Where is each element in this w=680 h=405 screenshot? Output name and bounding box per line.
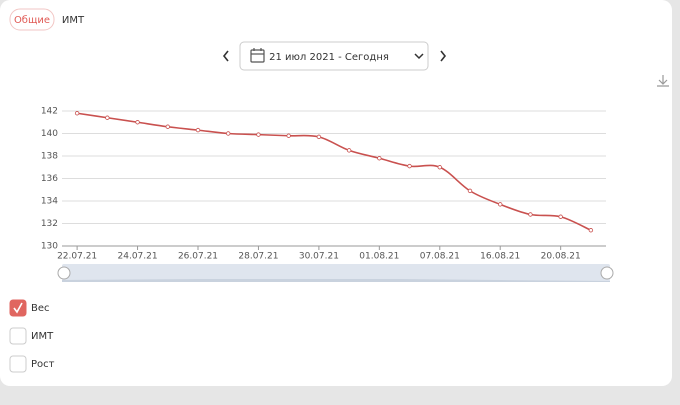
checkmark xyxy=(13,302,23,314)
point xyxy=(135,120,140,125)
point xyxy=(467,188,473,194)
point xyxy=(256,132,261,137)
checkbox-label[interactable]: ИМТ xyxy=(31,331,54,342)
point xyxy=(498,202,503,207)
x-tick-label: 22.07.21 xyxy=(57,252,97,262)
y-tick-label: 134 xyxy=(41,197,58,207)
next-arrow[interactable] xyxy=(440,50,447,62)
checkbox-label[interactable]: Рост xyxy=(31,359,55,370)
point xyxy=(105,115,110,120)
x-tick-label: 24.07.21 xyxy=(118,252,158,262)
point xyxy=(377,156,382,161)
point xyxy=(437,165,442,170)
y-tick-label: 132 xyxy=(41,219,58,229)
download-icon[interactable] xyxy=(657,75,669,87)
date-range[interactable]: 21 июл 2021 - Сегодня xyxy=(269,52,389,63)
zoom-handle[interactable] xyxy=(600,266,614,280)
toggles: Вес ИМТ Рост xyxy=(9,299,55,373)
checkbox[interactable] xyxy=(9,355,27,373)
checkbox[interactable] xyxy=(9,299,27,317)
calendar-icon xyxy=(250,48,265,63)
point xyxy=(226,131,231,136)
point xyxy=(165,124,170,129)
point xyxy=(588,228,594,233)
point xyxy=(195,127,201,133)
x-tick-label: 16.08.21 xyxy=(480,252,520,262)
y-tick-label: 136 xyxy=(41,174,58,184)
y-tick-label: 130 xyxy=(41,242,58,252)
prev-arrow[interactable] xyxy=(222,50,229,62)
point xyxy=(558,214,563,219)
x-tick-label: 26.07.21 xyxy=(178,252,218,262)
x-tick-label: 30.07.21 xyxy=(299,252,339,262)
zoom-preview xyxy=(62,279,610,282)
tab-label[interactable]: Общие xyxy=(14,15,50,26)
date-picker[interactable] xyxy=(239,41,429,71)
y-tick-label: 140 xyxy=(41,129,58,139)
x-tick-label: 28.07.21 xyxy=(238,252,278,262)
zoom-handle[interactable] xyxy=(57,266,71,280)
point xyxy=(528,212,533,217)
card xyxy=(0,0,672,386)
tab-label[interactable]: ИМТ xyxy=(62,15,85,26)
y-tick-label: 142 xyxy=(41,107,58,117)
dropdown-chevron[interactable] xyxy=(414,53,424,60)
x-tick-label: 01.08.21 xyxy=(359,252,399,262)
checkbox-label[interactable]: Вес xyxy=(31,303,50,314)
tab-active[interactable] xyxy=(9,8,55,31)
point xyxy=(316,134,322,140)
point xyxy=(74,111,80,116)
point xyxy=(407,163,412,169)
plot: 130 132 134 136 138 140 142 22.07.21 24.07.21 26.… xyxy=(41,107,606,262)
point xyxy=(286,133,291,138)
y-tick-label: 138 xyxy=(41,152,58,162)
point xyxy=(346,148,352,153)
zoom-slider[interactable] xyxy=(62,264,610,282)
x-tick-label: 07.08.21 xyxy=(420,252,460,262)
checkbox[interactable] xyxy=(9,327,27,345)
line xyxy=(76,112,592,231)
x-tick-label: 20.08.21 xyxy=(541,252,581,262)
